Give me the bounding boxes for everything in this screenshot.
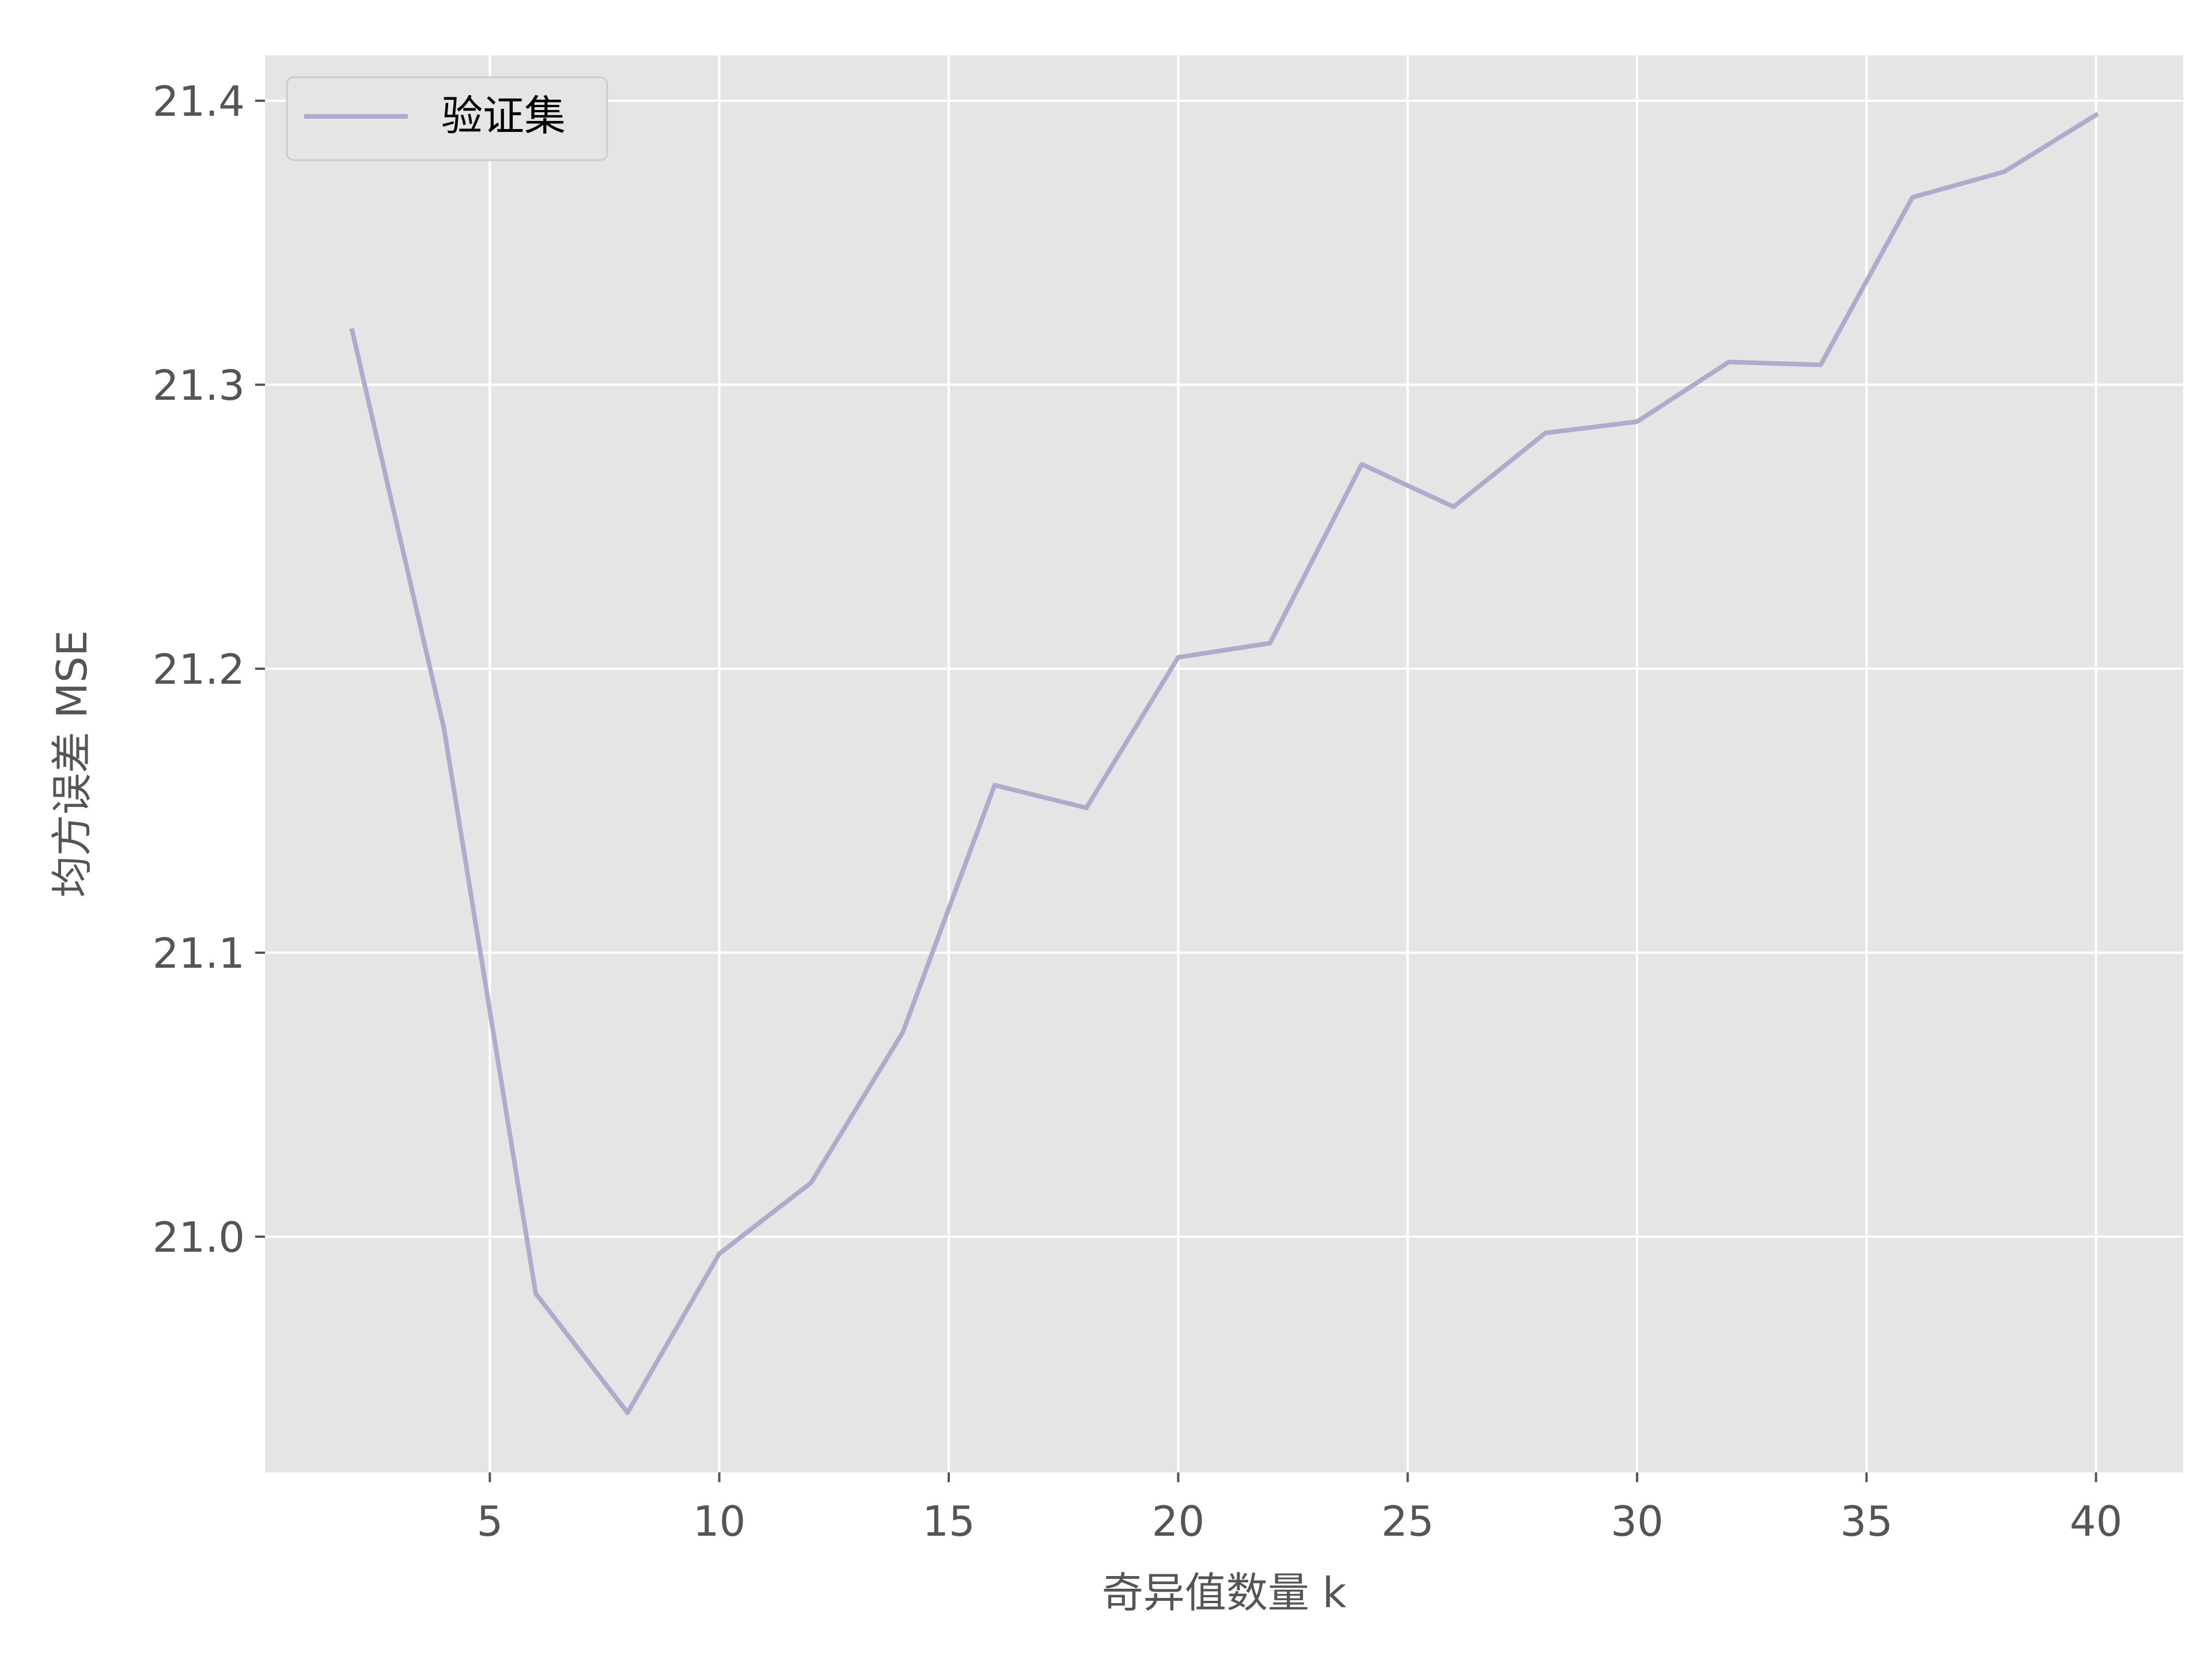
grid-lines xyxy=(265,55,2183,1472)
x-axis-label: 奇异值数量 k xyxy=(1102,1569,1347,1617)
x-tick-label: 40 xyxy=(2070,1497,2123,1546)
x-tick-label: 20 xyxy=(1152,1497,1205,1546)
x-tick-label: 10 xyxy=(693,1497,746,1546)
series-line xyxy=(349,111,2100,1415)
x-tick-label: 25 xyxy=(1381,1497,1434,1546)
x-tick-label: 15 xyxy=(922,1497,975,1546)
y-tick-label: 21.1 xyxy=(153,929,245,978)
y-tick-label: 21.4 xyxy=(153,77,245,126)
x-axis-ticks: 5 10 15 20 25 30 35 40 xyxy=(476,1472,2122,1546)
series-group xyxy=(349,111,2100,1415)
y-tick-label: 21.2 xyxy=(153,645,245,694)
plot-background xyxy=(265,55,2183,1472)
y-tick-label: 21.3 xyxy=(153,361,245,410)
x-tick-label: 5 xyxy=(476,1497,503,1546)
legend-box xyxy=(286,76,608,161)
legend: 验证集 xyxy=(286,76,608,161)
x-tick-label: 30 xyxy=(1611,1497,1664,1546)
y-tick-label: 21.0 xyxy=(153,1213,245,1262)
legend-label: 验证集 xyxy=(441,92,566,140)
y-axis-label: 均方误差 MSE xyxy=(48,630,96,897)
y-axis-ticks: 21.0 21.1 21.2 21.3 21.4 xyxy=(153,77,265,1262)
x-tick-label: 35 xyxy=(1840,1497,1893,1546)
